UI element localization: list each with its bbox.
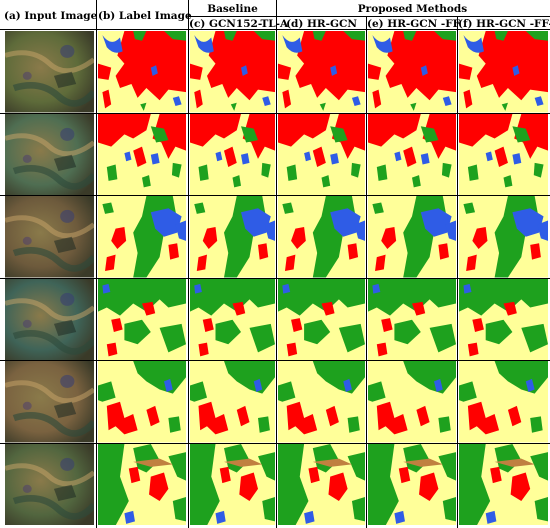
column-header-hrgcn-ff: (e) HR-GCN -FF: [367, 18, 461, 30]
column-header-hrgcn-ffda: (f) HR-GCN -FF-DA: [458, 18, 550, 30]
segmentation-map: [368, 361, 456, 443]
segmentation-map: [98, 443, 186, 525]
segmentation-map: [459, 443, 548, 525]
segmentation-map: [459, 361, 548, 443]
segmentation-map: [278, 196, 365, 278]
segmentation-map: [190, 361, 275, 443]
input-satellite-image: [5, 196, 94, 278]
grid-line: [188, 0, 189, 528]
segmentation-map: [368, 113, 456, 195]
segmentation-map: [278, 361, 365, 443]
input-satellite-image: [5, 113, 94, 195]
grid-line: [0, 277, 550, 279]
grid-line: [0, 360, 550, 361]
segmentation-map: [368, 196, 456, 278]
grid-line: [0, 112, 550, 114]
input-satellite-image: [5, 443, 94, 525]
segmentation-map: [190, 196, 275, 278]
segmentation-map: [190, 31, 275, 113]
segmentation-map: [278, 113, 365, 195]
column-header-baseline: (c) GCN152-TL-A: [189, 18, 289, 30]
segmentation-map: [459, 278, 548, 360]
segmentation-map: [368, 443, 456, 525]
group-header-baseline: Baseline: [207, 3, 258, 15]
segmentation-map: [278, 31, 365, 113]
segmentation-map: [98, 113, 186, 195]
column-header-input: (a) Input Image: [4, 10, 98, 22]
segmentation-map: [278, 443, 365, 525]
grid-line: [366, 16, 367, 528]
grid-line: [457, 16, 458, 528]
grid-line: [0, 29, 550, 30]
segmentation-map: [190, 278, 275, 360]
input-satellite-image: [5, 361, 94, 443]
grid-line: [96, 0, 97, 528]
segmentation-map: [98, 196, 186, 278]
column-header-hrgcn: (d) HR-GCN: [286, 18, 357, 30]
segmentation-map: [459, 196, 548, 278]
grid-line: [0, 442, 550, 444]
input-satellite-image: [5, 31, 94, 113]
column-header-label: (b) Label Image: [98, 10, 192, 22]
segmentation-map: [368, 31, 456, 113]
grid-line: [276, 0, 277, 528]
segmentation-map: [98, 361, 186, 443]
input-satellite-image: [5, 278, 94, 360]
grid-line: [0, 195, 550, 196]
segmentation-map: [278, 278, 365, 360]
segmentation-map: [98, 31, 186, 113]
grid-line: [188, 16, 550, 17]
segmentation-map: [98, 278, 186, 360]
group-header-proposed: Proposed Methods: [357, 3, 468, 15]
segmentation-map: [368, 278, 456, 360]
segmentation-map: [190, 113, 275, 195]
segmentation-map: [190, 443, 275, 525]
segmentation-map: [459, 113, 548, 195]
segmentation-map: [459, 31, 548, 113]
